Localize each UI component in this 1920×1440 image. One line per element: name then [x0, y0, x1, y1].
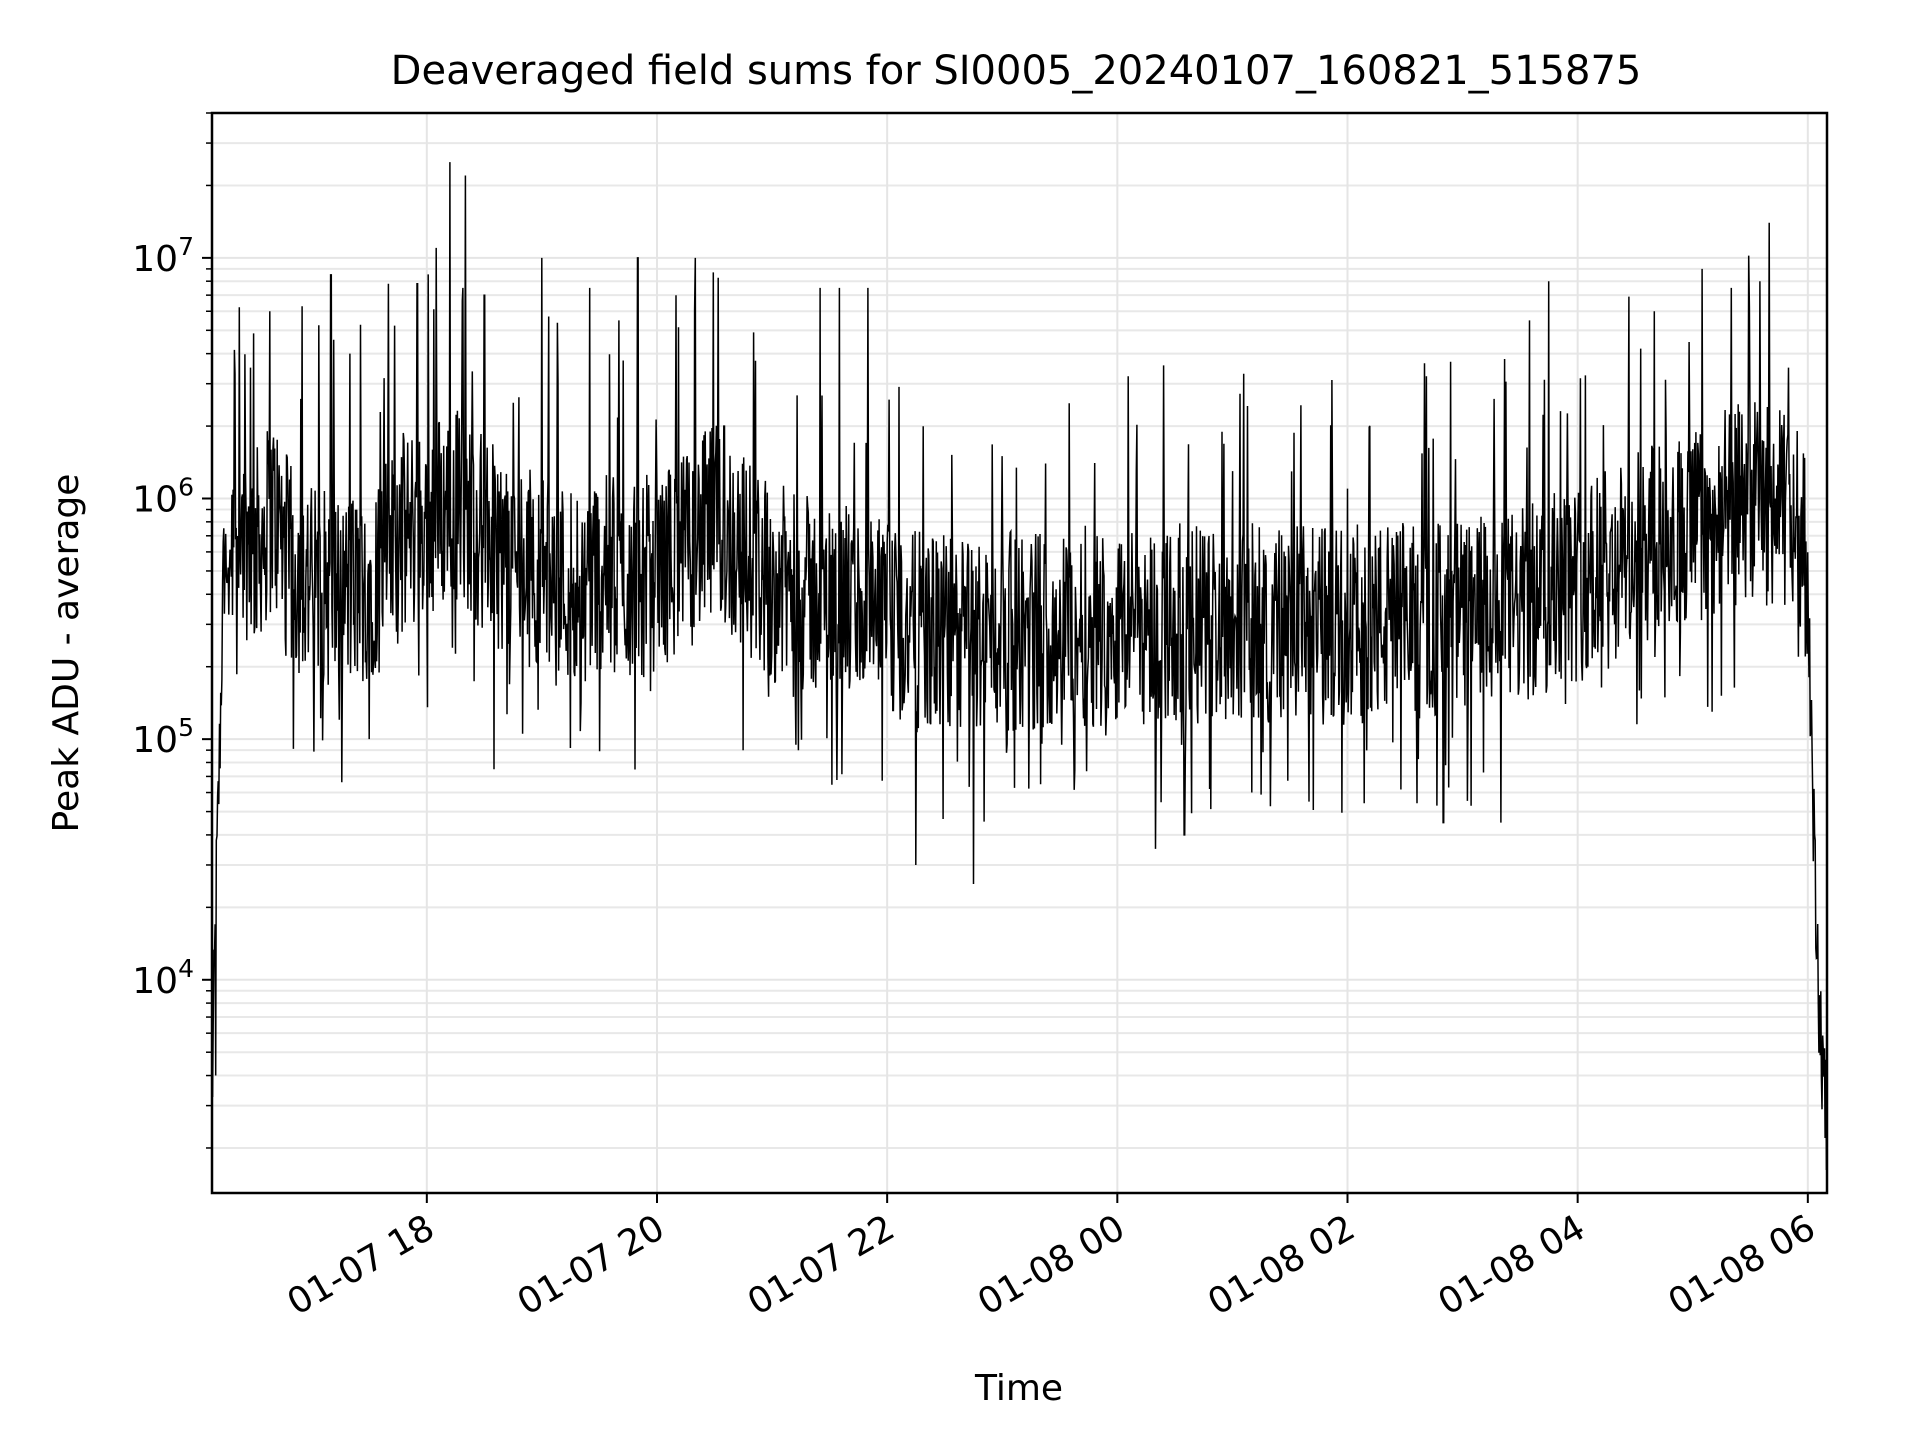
x-axis-label: Time	[974, 1368, 1063, 1409]
plot-frame	[210, 111, 1829, 1195]
y-tick-label: 104	[132, 954, 194, 1002]
y-tick-label: 105	[132, 713, 194, 761]
y-axis-label: Peak ADU - average	[46, 474, 87, 833]
series-line	[211, 162, 1828, 1171]
plot-area	[211, 162, 1828, 1171]
y-tick-label: 106	[132, 473, 194, 521]
chart-title: Deaveraged field sums for SI0005_2024010…	[391, 48, 1642, 94]
y-tick-label: 107	[132, 232, 194, 280]
